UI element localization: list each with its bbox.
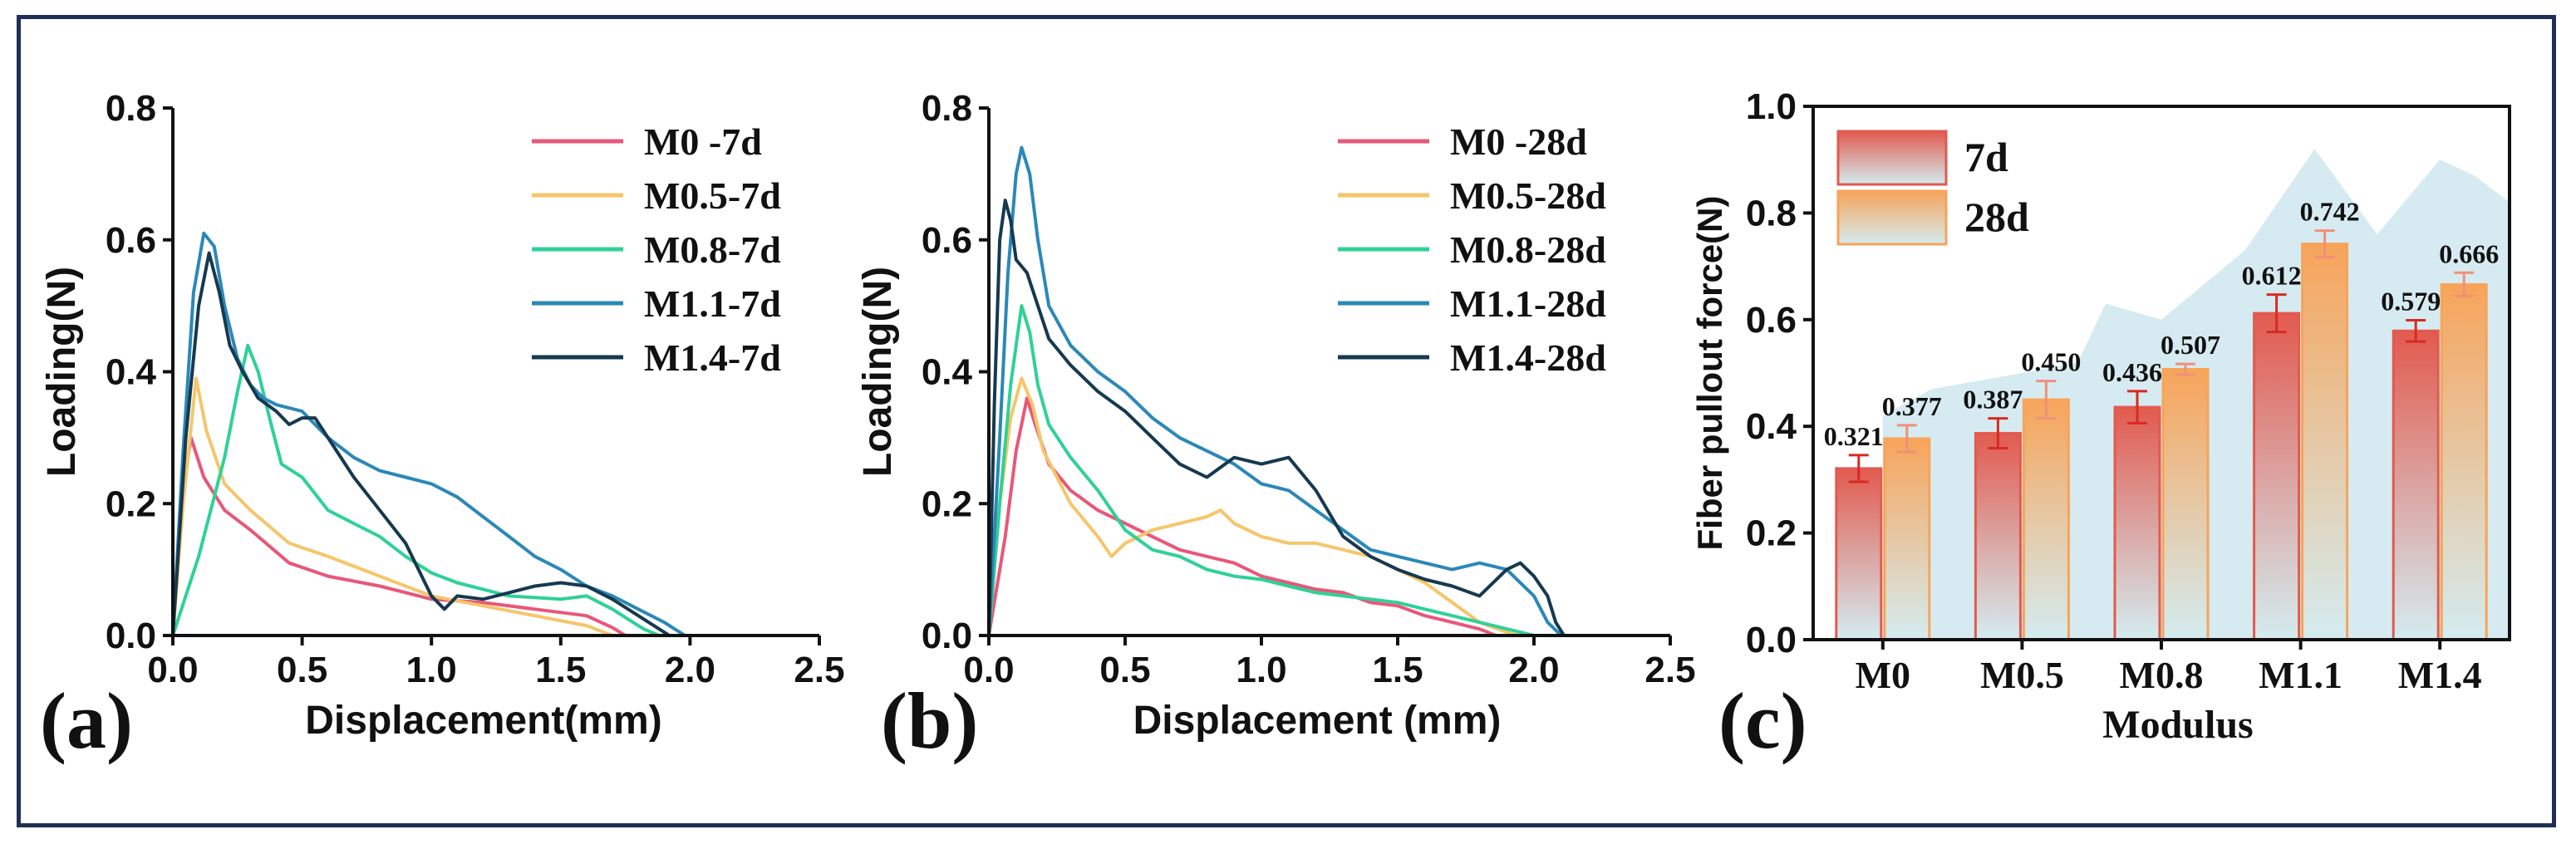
y-tick-label: 0.6 [922, 220, 972, 261]
legend-label: M1.1-7d [644, 282, 781, 325]
panel-label: (a) [40, 676, 133, 765]
bar [2161, 368, 2210, 641]
x-tick-label: M1.1 [2259, 654, 2342, 696]
y-tick-label: 0.2 [1746, 513, 1797, 554]
series-line [171, 231, 686, 637]
x-tick-label: 1.5 [535, 650, 586, 690]
x-tick-label: 2.0 [1508, 650, 1559, 690]
bar [2022, 398, 2070, 641]
y-tick-label: 0.4 [922, 352, 973, 393]
x-tick-label: M0 [1856, 654, 1910, 696]
x-tick-label: M0.5 [1980, 654, 2064, 696]
series-line [171, 251, 671, 637]
panel-label: (c) [1718, 676, 1807, 765]
line-panel-a: 0.0 0.5 1.0 1.5 2.0 2.5 0.0 0.2 0.4 0.6 0.8 Displac… [40, 88, 845, 765]
y-tick-label: 0.2 [106, 483, 156, 524]
x-axis-label: Displacement(mm) [305, 699, 661, 743]
value-label: 0.742 [2300, 197, 2360, 227]
value-label: 0.579 [2381, 286, 2441, 316]
bar [2301, 243, 2349, 641]
legend-swatch [1836, 130, 1948, 186]
x-tick-label: 1.5 [1372, 650, 1423, 690]
bar [2253, 312, 2301, 641]
figure-frame [17, 15, 2556, 827]
panel-label: (b) [881, 676, 978, 765]
value-label: 0.321 [1824, 421, 1884, 451]
x-tick-label: 1.0 [406, 650, 457, 690]
y-tick-label: 1.0 [1746, 86, 1797, 127]
y-axis-label: Fiber pullout force(N) [1690, 196, 1729, 551]
bar-panel-c: 0.321 0.387 0.436 0.612 0.579 0.377 0.450 0.507… [1690, 86, 2511, 765]
y-tick-label: 0.8 [106, 88, 156, 129]
bar [2113, 405, 2161, 641]
x-tick-label: 2.0 [665, 650, 715, 690]
bar [2440, 282, 2488, 641]
bar [1835, 467, 1883, 641]
series-line [987, 199, 1566, 637]
value-label: 0.377 [1882, 391, 1942, 421]
value-label: 0.507 [2161, 330, 2220, 360]
legend-label: M1.4-7d [644, 336, 781, 379]
y-tick-label: 0.6 [106, 220, 156, 261]
bar [2392, 329, 2440, 641]
x-tick-label: 2.5 [794, 650, 844, 690]
legend-label: M0.5-28d [1450, 174, 1606, 217]
bar [1974, 432, 2022, 641]
series-line [171, 435, 627, 637]
y-tick-label: 0.4 [1746, 406, 1797, 447]
y-tick-label: 0.0 [106, 616, 156, 656]
y-tick-label: 0.6 [1746, 300, 1797, 341]
legend-label: M0 -28d [1450, 120, 1587, 163]
series-line [987, 376, 1518, 637]
series-line [987, 145, 1563, 637]
y-tick-label: 0.0 [922, 616, 972, 656]
legend-label: M0.8-28d [1450, 228, 1606, 271]
bar [1883, 437, 1931, 641]
x-tick-label: 0.0 [963, 650, 1014, 690]
value-label: 0.666 [2439, 238, 2499, 268]
legend-label: 28d [1964, 194, 2029, 240]
y-axis-label: Loading(N) [856, 267, 900, 477]
value-label: 0.450 [2021, 347, 2081, 377]
line-panel-b: 0.0 0.5 1.0 1.5 2.0 2.5 0.0 0.2 0.4 0.6 0.8 Displac… [856, 88, 1696, 765]
series-line [987, 396, 1497, 637]
x-axis-label: Modulus [2102, 703, 2253, 747]
x-tick-label: 0.5 [1099, 650, 1150, 690]
x-tick-label: M1.4 [2398, 654, 2482, 696]
series-line [987, 304, 1535, 637]
legend-label: M0 -7d [644, 120, 762, 163]
x-tick-label: 0.0 [147, 650, 198, 690]
y-axis-label: Loading(N) [40, 267, 84, 477]
y-tick-label: 0.2 [922, 483, 972, 524]
legend-swatch [1836, 189, 1948, 246]
value-label: 0.387 [1963, 385, 2023, 415]
x-tick-label: 0.5 [277, 650, 327, 690]
y-tick-label: 0.0 [1746, 620, 1797, 660]
legend-label: M1.1-28d [1450, 282, 1606, 325]
x-tick-label: 1.0 [1236, 650, 1286, 690]
y-tick-label: 0.8 [922, 88, 972, 129]
legend-label: M0.5-7d [644, 174, 781, 217]
value-label: 0.436 [2102, 357, 2162, 387]
series-line [171, 376, 613, 637]
legend-label: 7d [1964, 134, 2008, 180]
x-tick-label: M0.8 [2120, 654, 2204, 696]
series-line [171, 343, 660, 637]
legend-label: M1.4-28d [1450, 336, 1606, 379]
x-tick-label: 2.5 [1644, 650, 1695, 690]
y-tick-label: 0.4 [106, 352, 157, 393]
y-tick-label: 0.8 [1746, 193, 1797, 233]
x-axis-label: Displacement (mm) [1133, 699, 1502, 743]
legend-label: M0.8-7d [644, 228, 781, 271]
value-label: 0.612 [2242, 261, 2302, 291]
